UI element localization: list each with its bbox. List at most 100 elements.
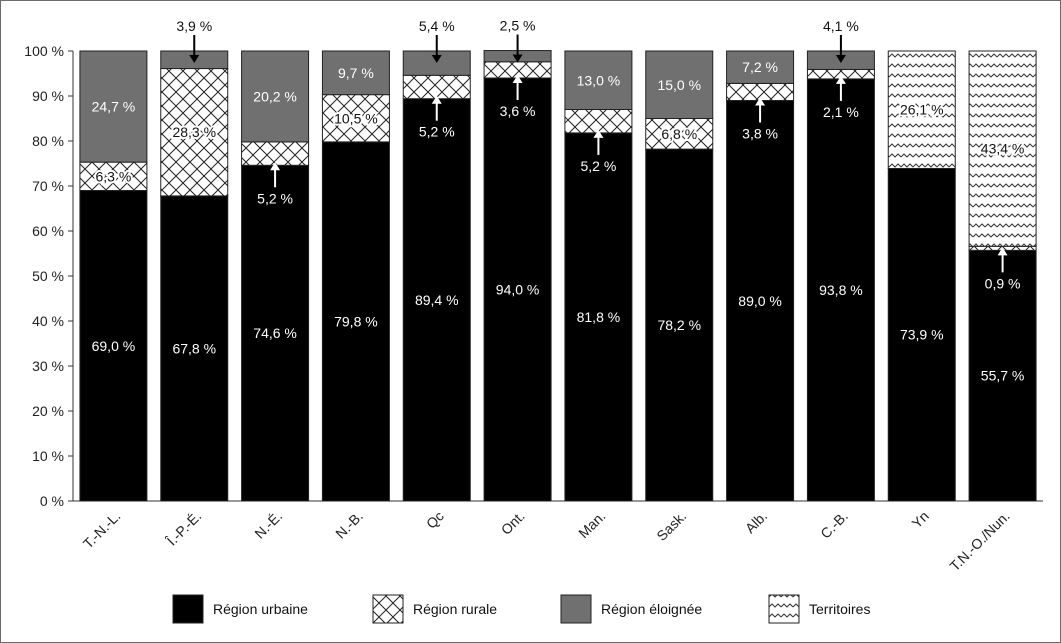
segment-urban [241,164,310,502]
segment-remote [726,50,795,84]
category-label: Sask. [653,508,689,544]
data-label: 9,7 % [338,65,374,81]
category-label: T.N.-O./Nun. [946,508,1012,574]
category-label: Î.-P.-É. [163,508,205,550]
y-tick-label: 100 % [24,43,64,59]
data-label: 5,2 % [257,190,293,206]
data-label: 0,9 % [985,275,1021,291]
segment-remote [564,50,633,110]
callout-arrowhead [270,162,281,171]
category-label: Man. [575,508,608,541]
y-tick-label: 80 % [32,133,64,149]
segment-rural [241,141,310,166]
data-label: 43,4 % [981,141,1025,157]
axes: 0 % 10 % 20 % 30 % 40 % 50 % 60 % 70 % 80 % 90 % 1… [24,43,1043,509]
data-label: 55,7 % [981,368,1025,384]
segment-rural [402,74,471,100]
callout-arrowhead [512,54,523,63]
segment-urban [79,190,148,502]
y-tick-label: 50 % [32,268,64,284]
category-label: Alb. [742,508,770,536]
data-label: 3,9 % [176,18,212,34]
category-label: Ont. [498,508,528,538]
data-label: 78,2 % [657,317,701,333]
data-label: 3,8 % [742,126,778,142]
category-label: N.-B. [332,508,366,542]
data-label: 74,6 % [253,325,297,341]
legend-swatch [172,594,204,624]
callout-arrowhead [189,55,200,63]
callout-arrowhead [755,97,766,106]
data-label: 4,1 % [823,18,859,34]
segment-territories [887,50,956,169]
legend-label: Territoires [809,601,870,617]
data-label: 6,8 % [661,126,697,142]
callout-arrowhead [593,129,604,138]
segment-territories [968,50,1037,247]
data-label: 94,0 % [496,282,540,298]
data-label: 5,2 % [581,158,617,174]
data-label: 20,2 % [253,88,297,104]
callout-arrowhead [431,95,442,104]
data-label: 6,3 % [96,168,132,184]
category-label: Yn [908,508,931,531]
callout-arrowhead [512,75,523,83]
y-tick-label: 10 % [32,448,64,464]
legend: Région urbaine Région rurale Région éloign… [172,594,870,624]
segment-rural [160,68,229,197]
y-tick-label: 60 % [32,223,64,239]
segment-urban [887,167,956,502]
segment-urban [321,141,390,502]
y-tick-label: 0 % [40,493,64,509]
segment-urban [726,100,795,502]
data-label: 15,0 % [657,77,701,93]
bars [79,50,1037,502]
data-label: 73,9 % [900,327,944,343]
data-label: 5,2 % [419,124,455,140]
y-tick-label: 20 % [32,403,64,419]
callout-arrowhead [835,55,846,63]
data-label: 2,1 % [823,104,859,120]
data-label: 26,1 % [900,102,944,118]
category-labels: T.-N.-L. Î.-P.-É. N.-É. N.-B. Qc Ont. Man. Sask… [80,508,1013,574]
segment-remote [321,50,390,96]
y-tick-label: 40 % [32,313,64,329]
legend-label: Région rurale [413,601,497,617]
segment-urban [968,249,1037,502]
segment-urban [160,195,229,502]
callout-arrowhead [431,55,442,63]
legend-label: Région éloignée [601,601,702,617]
data-label: 69,0 % [92,338,136,354]
data-label: 93,8 % [819,282,863,298]
segment-urban [564,132,633,502]
data-label: 89,4 % [415,292,459,308]
data-label: 2,5 % [500,18,536,34]
segment-urban [645,148,714,502]
y-tick-label: 30 % [32,358,64,374]
segment-remote [645,50,714,119]
data-label: 10,5 % [334,110,378,126]
y-tick-label: 90 % [32,88,64,104]
segment-urban [402,98,471,502]
legend-swatch [768,594,800,624]
data-label: 3,6 % [500,103,536,119]
y-tick-label: 70 % [32,178,64,194]
data-label: 79,8 % [334,313,378,329]
data-label: 67,8 % [172,340,216,356]
data-label: 13,0 % [577,72,621,88]
legend-swatch [372,594,404,624]
category-label: N.-É. [251,508,285,542]
data-labels: 69,0 % 6,3 % 24,7 % 67,8 % 28,3 % 3,9 % 74,6 %… [92,18,1027,384]
data-label: 89,0 % [738,293,782,309]
category-label: Qc [423,508,447,532]
segment-rural [79,161,148,191]
segment-remote [241,50,310,143]
segment-urban [483,77,552,502]
data-label: 5,4 % [419,18,455,34]
segment-rural [564,109,633,134]
data-label: 24,7 % [92,99,136,115]
callout-arrowhead [835,75,846,84]
category-label: C.-B. [817,508,851,542]
